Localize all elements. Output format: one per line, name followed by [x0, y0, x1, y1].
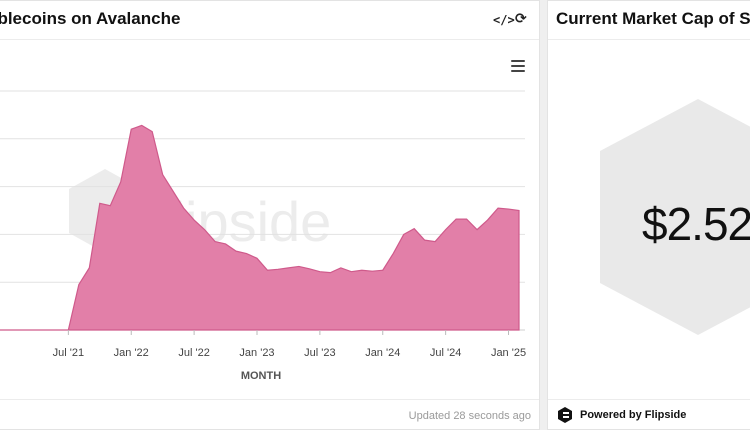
flipside-logo-icon	[558, 407, 572, 423]
updated-timestamp: Updated 28 seconds ago	[408, 410, 531, 422]
footer-divider	[548, 399, 750, 400]
x-tick-label: Jan '24	[365, 347, 400, 359]
x-tick-label: Jan '25	[491, 347, 526, 359]
x-tick-label: Jan '23	[239, 347, 274, 359]
market-cap-panel: Current Market Cap of Sta $2.52 Powered …	[547, 0, 750, 430]
market-cap-value: $2.52	[642, 198, 750, 250]
footer-divider	[0, 399, 539, 400]
x-tick-label: Jan '22	[114, 347, 149, 359]
chart-menu-icon[interactable]	[511, 60, 525, 72]
refresh-icon[interactable]: ⟳	[515, 11, 527, 27]
stablecoin-area-series[interactable]	[0, 124, 520, 331]
stablecoins-chart-panel: flipside Jul '21 Jan '22 Jul '22 Jan '23 Jul…	[0, 0, 540, 430]
powered-by-text: Powered by Flipside	[580, 409, 687, 421]
header-divider	[0, 39, 539, 40]
header-divider	[548, 39, 750, 40]
powered-by[interactable]: Powered by Flipside	[556, 406, 686, 424]
chart-title: Stablecoins on Avalanche	[0, 9, 181, 28]
bg-logo-hexagon	[600, 99, 750, 335]
embed-code-icon[interactable]: </>	[493, 13, 515, 27]
x-tick-label: Jul '24	[430, 347, 461, 359]
x-tick-label: Jul '22	[178, 347, 209, 359]
x-tick-label: Jul '23	[304, 347, 335, 359]
flipside-bg-logo	[600, 99, 750, 335]
market-cap-title: Current Market Cap of Sta	[556, 9, 750, 28]
x-axis-label: MONTH	[241, 370, 281, 382]
chart-canvas: flipside Jul '21 Jan '22 Jul '22 Jan '23 Jul…	[0, 90, 526, 382]
x-tick-label: Jul '21	[53, 347, 84, 359]
